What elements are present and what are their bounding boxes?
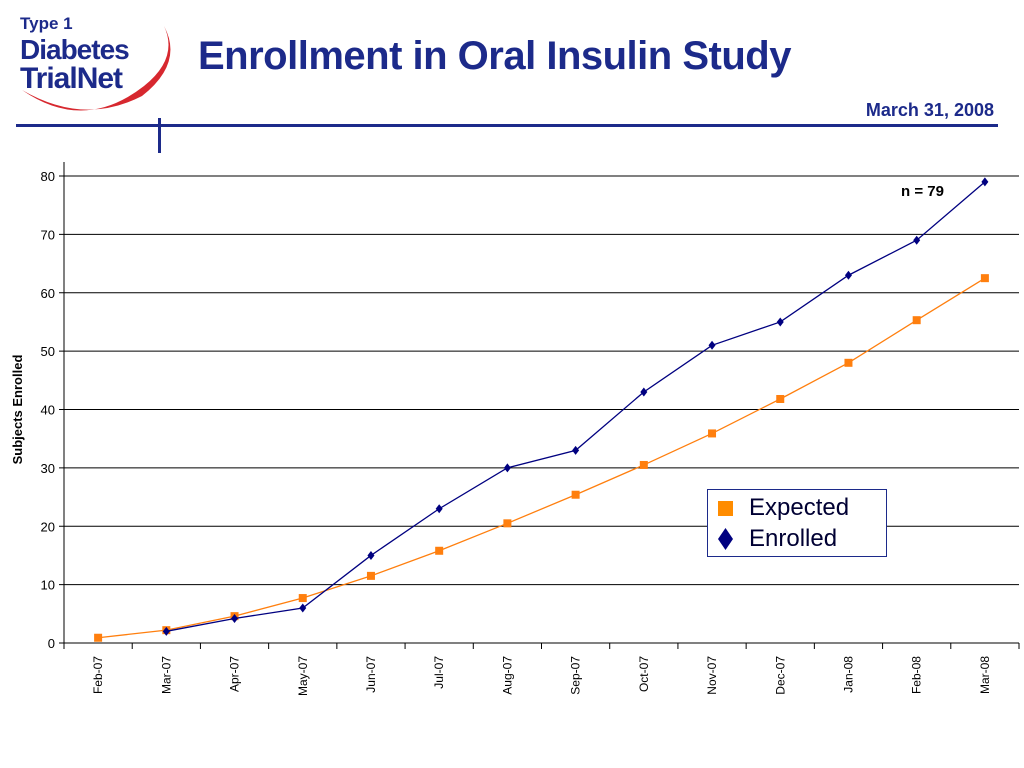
header-rule <box>16 124 998 127</box>
header-rule-tick <box>158 118 161 153</box>
x-tick-label: Sep-07 <box>569 656 583 695</box>
point-enrolled <box>640 387 648 397</box>
y-tick-label: 20 <box>41 519 55 534</box>
x-tick-label: Dec-07 <box>773 656 787 695</box>
series-line-enrolled <box>166 181 986 632</box>
x-tick-label: Feb-08 <box>910 656 924 694</box>
legend-label-expected: Expected <box>749 494 850 521</box>
point-enrolled <box>231 613 239 623</box>
point-enrolled <box>435 504 443 514</box>
point-expected <box>639 460 648 469</box>
point-expected <box>708 429 717 438</box>
chart-legend: Expected Enrolled <box>707 489 887 557</box>
legend-square-marker-icon <box>718 500 733 516</box>
point-enrolled <box>981 177 989 187</box>
series-line-expected <box>98 277 986 639</box>
point-enrolled <box>299 603 307 613</box>
logo-line-2: Diabetes <box>20 34 130 65</box>
x-tick-label: Mar-07 <box>159 656 173 694</box>
y-tick-label: 10 <box>41 578 55 593</box>
x-tick-label: May-07 <box>296 656 310 696</box>
point-expected <box>435 546 444 555</box>
x-tick-label: Feb-07 <box>91 656 105 694</box>
enrollment-chart: 0 10 20 30 40 50 60 70 80 Feb-07 Mar-07 Apr-07 May-0… <box>10 162 1020 696</box>
point-expected <box>298 594 307 603</box>
x-tick-label: Apr-07 <box>228 656 242 692</box>
point-enrolled <box>708 340 716 350</box>
logo-line-1: Type 1 <box>20 14 73 33</box>
point-expected <box>503 519 512 528</box>
point-enrolled <box>776 317 784 327</box>
logo-line-3: TrialNet <box>20 62 123 95</box>
x-tick-label: Jul-07 <box>432 656 446 689</box>
x-tick-label: Nov-07 <box>705 656 719 695</box>
point-enrolled <box>162 626 170 636</box>
x-tick-label: Oct-07 <box>637 656 651 692</box>
x-tick-label: Jun-07 <box>364 656 378 693</box>
y-tick-label: 40 <box>41 403 55 418</box>
point-enrolled <box>572 445 580 455</box>
point-enrolled <box>367 550 375 560</box>
n-annotation: n = 79 <box>901 183 944 200</box>
point-enrolled <box>503 463 511 473</box>
y-tick-label: 0 <box>48 636 55 651</box>
report-date: March 31, 2008 <box>865 100 994 120</box>
point-expected <box>94 633 103 642</box>
y-tick-label: 50 <box>41 344 55 359</box>
point-expected <box>776 394 785 403</box>
point-enrolled <box>913 235 921 245</box>
y-tick-label: 80 <box>41 169 55 184</box>
point-expected <box>912 316 921 325</box>
x-tick-label: Mar-08 <box>978 656 992 694</box>
legend-label-enrolled: Enrolled <box>749 525 838 552</box>
point-expected <box>366 571 375 580</box>
point-expected <box>571 490 580 499</box>
y-axis-label: Subjects Enrolled <box>10 355 25 465</box>
point-expected <box>844 358 853 367</box>
y-tick-label: 60 <box>41 286 55 301</box>
legend-diamond-marker-icon <box>718 528 733 550</box>
x-tick-label: Aug-07 <box>500 656 514 695</box>
x-tick-label: Jan-08 <box>841 656 855 693</box>
trialnet-logo: Type 1 Diabetes TrialNet <box>14 8 174 118</box>
point-enrolled <box>844 270 852 280</box>
y-tick-label: 30 <box>41 461 55 476</box>
y-tick-label: 70 <box>41 227 55 242</box>
legend-item-enrolled: Enrolled <box>718 524 837 554</box>
legend-item-expected: Expected <box>718 493 849 523</box>
page-title: Enrollment in Oral Insulin Study <box>198 34 791 78</box>
point-expected <box>980 274 989 283</box>
